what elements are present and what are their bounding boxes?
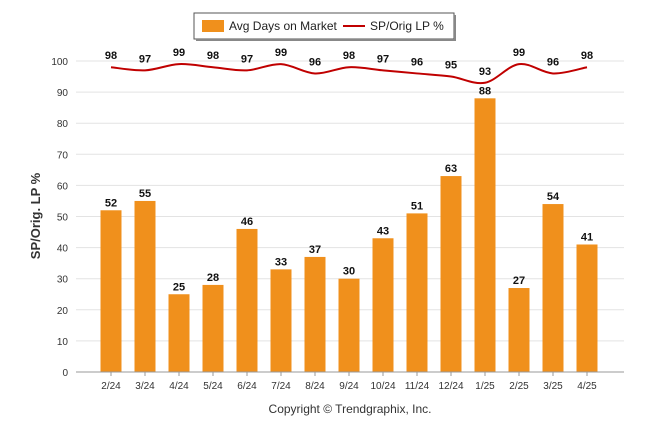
line-value-label: 97 — [377, 53, 389, 65]
line-value-label: 93 — [479, 66, 491, 78]
bar — [338, 278, 360, 372]
line-value-label: 98 — [581, 50, 593, 62]
legend-line-label: SP/Orig LP % — [370, 19, 444, 33]
x-tick-label: 11/24 — [405, 381, 430, 392]
x-tick-label: 12/24 — [438, 381, 463, 392]
bar — [134, 200, 156, 372]
bar-value-label: 43 — [377, 225, 389, 237]
legend-shadow-bottom — [196, 39, 456, 41]
copyright-text: Copyright © Trendgraphix, Inc. — [269, 402, 432, 416]
bar — [542, 204, 564, 372]
bar — [304, 256, 326, 372]
y-tick-label: 70 — [57, 150, 69, 161]
line-value-label: 99 — [275, 47, 287, 59]
legend-bar-swatch — [202, 20, 224, 32]
line-value-label: 99 — [173, 47, 185, 59]
y-tick-label: 20 — [57, 306, 69, 317]
line-value-label: 97 — [139, 53, 151, 65]
y-tick-label: 10 — [57, 337, 69, 348]
y-tick-label: 0 — [62, 368, 68, 379]
line-value-label: 96 — [309, 56, 321, 68]
y-tick-label: 80 — [57, 119, 69, 130]
x-tick-label: 3/24 — [135, 381, 155, 392]
legend-bar-label: Avg Days on Market — [229, 19, 337, 33]
line-value-label: 98 — [207, 50, 219, 62]
bar-value-label: 30 — [343, 266, 355, 278]
bar — [100, 210, 122, 372]
bar-value-label: 51 — [411, 200, 423, 212]
x-tick-label: 10/24 — [370, 381, 395, 392]
x-tick-label: 1/25 — [475, 381, 495, 392]
bar-value-label: 27 — [513, 275, 525, 287]
line-value-label: 96 — [547, 56, 559, 68]
line-value-label: 99 — [513, 47, 525, 59]
x-tick-label: 8/24 — [305, 381, 325, 392]
line-value-label: 98 — [343, 50, 355, 62]
bar — [236, 228, 258, 372]
bar-value-label: 25 — [173, 281, 185, 293]
bar-value-label: 37 — [309, 244, 321, 256]
bar-value-label: 52 — [105, 197, 117, 209]
bar-value-label: 63 — [445, 163, 457, 175]
x-tick-label: 5/24 — [203, 381, 223, 392]
line-value-label: 95 — [445, 60, 457, 72]
y-tick-label: 100 — [51, 57, 68, 68]
bar — [406, 213, 428, 372]
y-tick-label: 60 — [57, 181, 69, 192]
axes: 0 10 20 30 40 50 60 70 80 90 100 2/24 3/24 4/24 5/24 6/… — [51, 57, 624, 392]
bar-value-label: 46 — [241, 216, 253, 228]
bar-value-label: 33 — [275, 256, 287, 268]
bar-value-label: 54 — [547, 191, 560, 203]
y-axis-title: SP/Orig. LP % — [28, 172, 43, 259]
legend-shadow — [454, 15, 456, 41]
legend: Avg Days on Market SP/Orig LP % — [193, 12, 456, 41]
grid-lines — [76, 60, 624, 342]
bar — [270, 269, 292, 372]
line-series — [110, 63, 588, 85]
bar — [440, 176, 462, 372]
x-tick-label: 6/24 — [237, 381, 257, 392]
bar-value-label: 88 — [479, 85, 491, 97]
x-tick-label: 4/24 — [169, 381, 189, 392]
bar — [508, 288, 530, 372]
x-tick-label: 9/24 — [339, 381, 359, 392]
bar — [372, 238, 394, 372]
bar-series — [100, 98, 598, 372]
line-value-label: 98 — [105, 50, 117, 62]
x-tick-label: 2/24 — [101, 381, 121, 392]
line-value-label: 97 — [241, 53, 253, 65]
x-tick-label: 7/24 — [271, 381, 291, 392]
bar — [202, 284, 224, 372]
y-tick-label: 90 — [57, 88, 69, 99]
x-tick-label: 2/25 — [509, 381, 529, 392]
y-tick-label: 40 — [57, 244, 69, 255]
bar — [168, 294, 190, 372]
bar — [576, 244, 598, 372]
bar — [474, 98, 496, 372]
data-labels: 52 55 25 28 46 33 37 30 43 51 63 88 27 54 41 98 97 99 98 97… — [105, 47, 593, 293]
y-tick-label: 50 — [57, 213, 69, 224]
y-tick-label: 30 — [57, 275, 69, 286]
bar-value-label: 55 — [139, 188, 151, 200]
sp-orig-lp-line — [110, 63, 588, 85]
x-tick-label: 4/25 — [577, 381, 597, 392]
line-value-label: 96 — [411, 56, 423, 68]
x-tick-label: 3/25 — [543, 381, 563, 392]
bar-value-label: 28 — [207, 272, 219, 284]
bar-value-label: 41 — [581, 231, 593, 243]
